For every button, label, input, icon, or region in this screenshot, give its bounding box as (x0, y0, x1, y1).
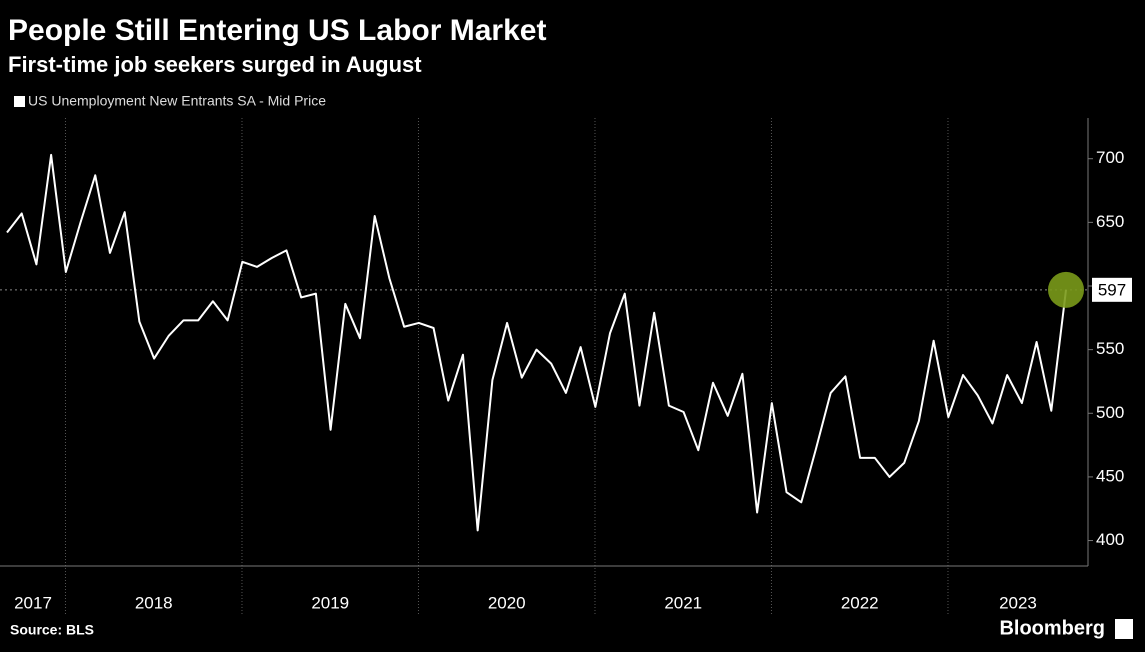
y-tick-label: 400 (1096, 530, 1124, 549)
x-tick-label: 2022 (841, 593, 879, 612)
y-tick-label: 450 (1096, 466, 1124, 485)
x-tick-label: 2019 (311, 593, 349, 612)
x-tick-label: 2023 (999, 593, 1037, 612)
brand-icon (1115, 619, 1133, 639)
value-label: 597 (1098, 280, 1126, 299)
legend-swatch (14, 96, 25, 107)
highlight (1048, 271, 1084, 308)
chart-subtitle: First-time job seekers surged in August (8, 52, 422, 77)
x-tick-label: 2020 (488, 593, 526, 612)
y-tick-label: 700 (1096, 148, 1124, 167)
x-tick-label: 2021 (664, 593, 702, 612)
chart-title: People Still Entering US Labor Market (8, 14, 546, 47)
y-tick-label: 650 (1096, 212, 1124, 231)
data-line (6, 153, 1067, 532)
x-tick-label: 2017 (14, 593, 52, 612)
y-tick-label: 550 (1096, 339, 1124, 358)
brand: Bloomberg (999, 617, 1105, 639)
x-tick-label: 2018 (135, 593, 173, 612)
source: Source: BLS (10, 622, 94, 638)
y-tick-label: 500 (1096, 403, 1124, 422)
value-box (1092, 277, 1132, 302)
legend-label: US Unemployment New Entrants SA - Mid Pr… (28, 93, 326, 109)
